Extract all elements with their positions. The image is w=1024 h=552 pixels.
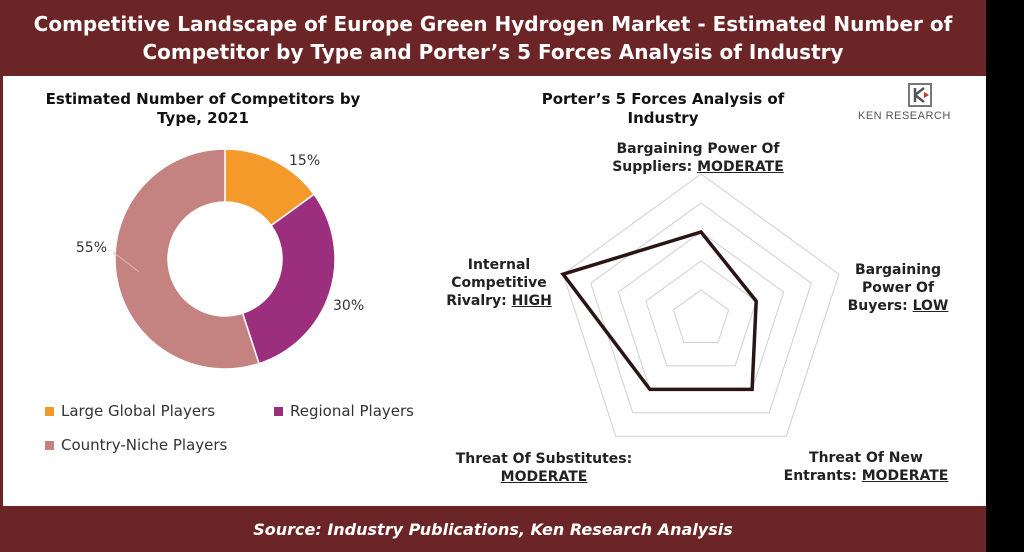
legend-item-country-niche: Country-Niche Players	[45, 436, 227, 454]
legend-swatch-regional	[274, 406, 283, 416]
data-label-1: 30%	[333, 298, 364, 314]
axis-level: LOW	[912, 298, 949, 314]
radar-point-4	[561, 272, 565, 276]
axis-label-rivalry: Internal Competitive Rivalry: HIGH	[441, 256, 557, 310]
radar-point-3	[648, 387, 652, 391]
axis-level: MODERATE	[697, 159, 784, 175]
ken-research-logo: KEN RESEARCH	[858, 82, 983, 126]
radar-chart-title: Porter’s 5 Forces Analysis of Industry	[541, 90, 785, 127]
axis-level: MODERATE	[861, 468, 949, 484]
axis-name: Bargaining Power Of Buyers:	[847, 262, 942, 314]
radar-series-line	[560, 229, 758, 392]
axis-name: Threat Of Substitutes:	[455, 451, 633, 467]
radar-point-2	[750, 387, 754, 391]
donut-chart-title: Estimated Number of Competitors by Type,…	[45, 90, 361, 127]
legend-item-large-global: Large Global Players	[45, 402, 215, 420]
radar-grid-ring-2	[645, 260, 757, 367]
legend-label: Country-Niche Players	[61, 436, 228, 454]
axis-label-buyers: Bargaining Power Of Buyers: LOW	[838, 261, 958, 315]
legend-swatch-large-global	[45, 406, 54, 416]
donut-slice-country-niche-players	[114, 148, 260, 370]
radar-grid-ring-4	[590, 202, 812, 414]
axis-label-substitutes: Threat Of Substitutes: MODERATE	[449, 450, 639, 486]
radar-chart	[560, 173, 840, 437]
axis-name: Bargaining Power Of Suppliers:	[612, 141, 780, 175]
axis-name: Threat Of New Entrants:	[783, 450, 923, 484]
footer: Source: Industry Publications, Ken Resea…	[0, 506, 986, 552]
data-label-0: 15%	[289, 153, 320, 169]
radar-point-1	[754, 299, 758, 303]
radar-grid-ring-1	[672, 289, 730, 343]
axis-label-suppliers: Bargaining Power Of Suppliers: MODERATE	[603, 140, 793, 176]
donut-slice-regional-players	[241, 193, 336, 365]
legend-item-regional: Regional Players	[274, 402, 414, 420]
header: Competitive Landscape of Europe Green Hy…	[0, 0, 986, 76]
legend-swatch-country-niche	[45, 440, 54, 450]
axis-label-new-entrants: Threat Of New Entrants: MODERATE	[781, 449, 951, 485]
leader-line-country-niche	[112, 251, 140, 273]
data-label-2: 55%	[76, 240, 107, 256]
logo-text: KEN RESEARCH	[858, 110, 951, 122]
infographic-frame: Competitive Landscape of Europe Green Hy…	[0, 0, 986, 552]
legend-label: Regional Players	[290, 402, 414, 420]
axis-name: Internal Competitive Rivalry:	[446, 257, 547, 309]
page-title: Competitive Landscape of Europe Green Hy…	[33, 12, 953, 64]
axis-level: HIGH	[511, 293, 552, 309]
source-note: Source: Industry Publications, Ken Resea…	[253, 519, 733, 539]
radar-grid-ring-5	[562, 173, 840, 437]
donut-chart: 15% 30% 55%	[76, 148, 364, 370]
legend-label: Large Global Players	[61, 402, 216, 420]
logo-mark-icon	[908, 83, 932, 107]
content-panel: Estimated Number of Competitors by Type,…	[3, 76, 986, 506]
radar-point-0	[699, 230, 703, 234]
axis-level: MODERATE	[500, 469, 588, 485]
